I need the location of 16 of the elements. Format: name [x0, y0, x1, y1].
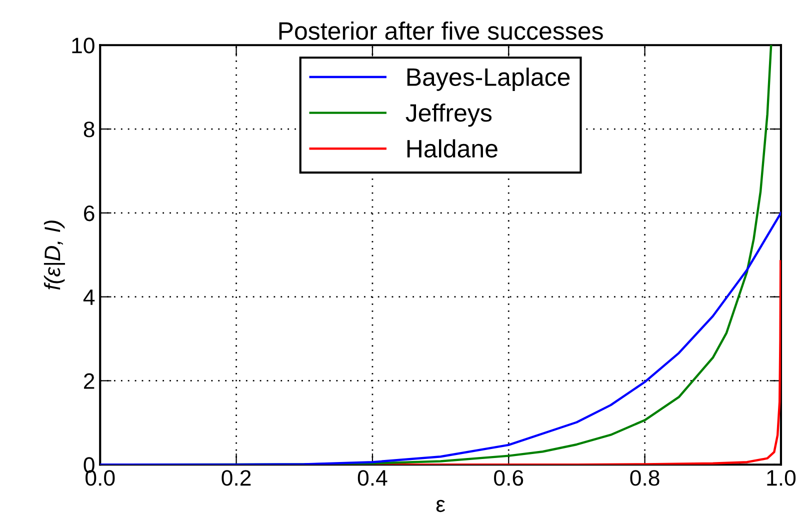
y-tick-label: 4 [83, 290, 95, 305]
legend-label: Bayes-Laplace [407, 68, 570, 91]
x-axis-title: ε [436, 500, 446, 512]
x-tick-label: 0.2 [222, 470, 251, 486]
y-tick-label: 8 [84, 122, 94, 138]
x-tick-label: 1.0 [767, 470, 796, 486]
legend-label: Jeffreys [406, 103, 492, 127]
x-tick-label: 0.8 [630, 470, 660, 486]
x-tick-label: 0.4 [358, 470, 388, 486]
y-tick-label: 6 [84, 205, 94, 222]
y-tick-label: 10 [72, 38, 94, 54]
x-tick-label: 0.6 [494, 470, 524, 486]
y-axis-title: f(ε|D, I) [44, 220, 65, 290]
y-tick-label: 2 [84, 373, 94, 389]
legend-label: Haldane [407, 139, 498, 158]
chart-title: Posterior after five successes [279, 21, 603, 40]
